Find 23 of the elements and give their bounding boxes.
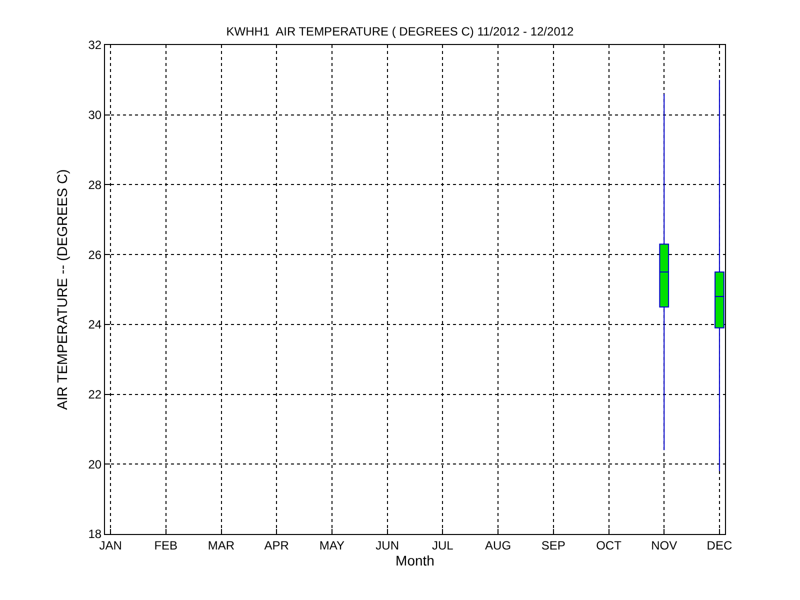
x-tick-label: SEP: [541, 538, 566, 552]
x-tick-label: JAN: [99, 538, 122, 552]
x-tick-label: JUN: [376, 538, 399, 552]
y-axis-title: AIR TEMPERATURE -- (DEGREES C): [54, 169, 70, 410]
x-tick-label: FEB: [154, 538, 178, 552]
y-tick-label: 32: [88, 38, 102, 52]
y-tick-label: 22: [88, 387, 102, 402]
y-tick-label: 26: [88, 248, 102, 262]
y-tick-label: 28: [88, 178, 102, 192]
x-tick-label: DEC: [706, 538, 732, 552]
y-tick-label: 18: [88, 527, 102, 542]
x-tick-label: JUL: [432, 538, 454, 552]
x-tick-label: APR: [264, 538, 290, 552]
y-tick-label: 20: [88, 457, 102, 472]
x-axis-title: Month: [396, 552, 434, 569]
x-tick-label: MAR: [208, 538, 235, 552]
x-tick-label: NOV: [651, 538, 678, 552]
y-tick-label: 30: [88, 108, 102, 122]
x-tick-label: AUG: [485, 538, 512, 552]
y-tick-label: 24: [88, 318, 102, 332]
x-tick-label: MAY: [319, 538, 345, 552]
x-tick-label: OCT: [596, 538, 622, 552]
chart-title: KWHH1 AIR TEMPERATURE ( DEGREES C) 11/2012 - 12/2012: [226, 24, 574, 38]
